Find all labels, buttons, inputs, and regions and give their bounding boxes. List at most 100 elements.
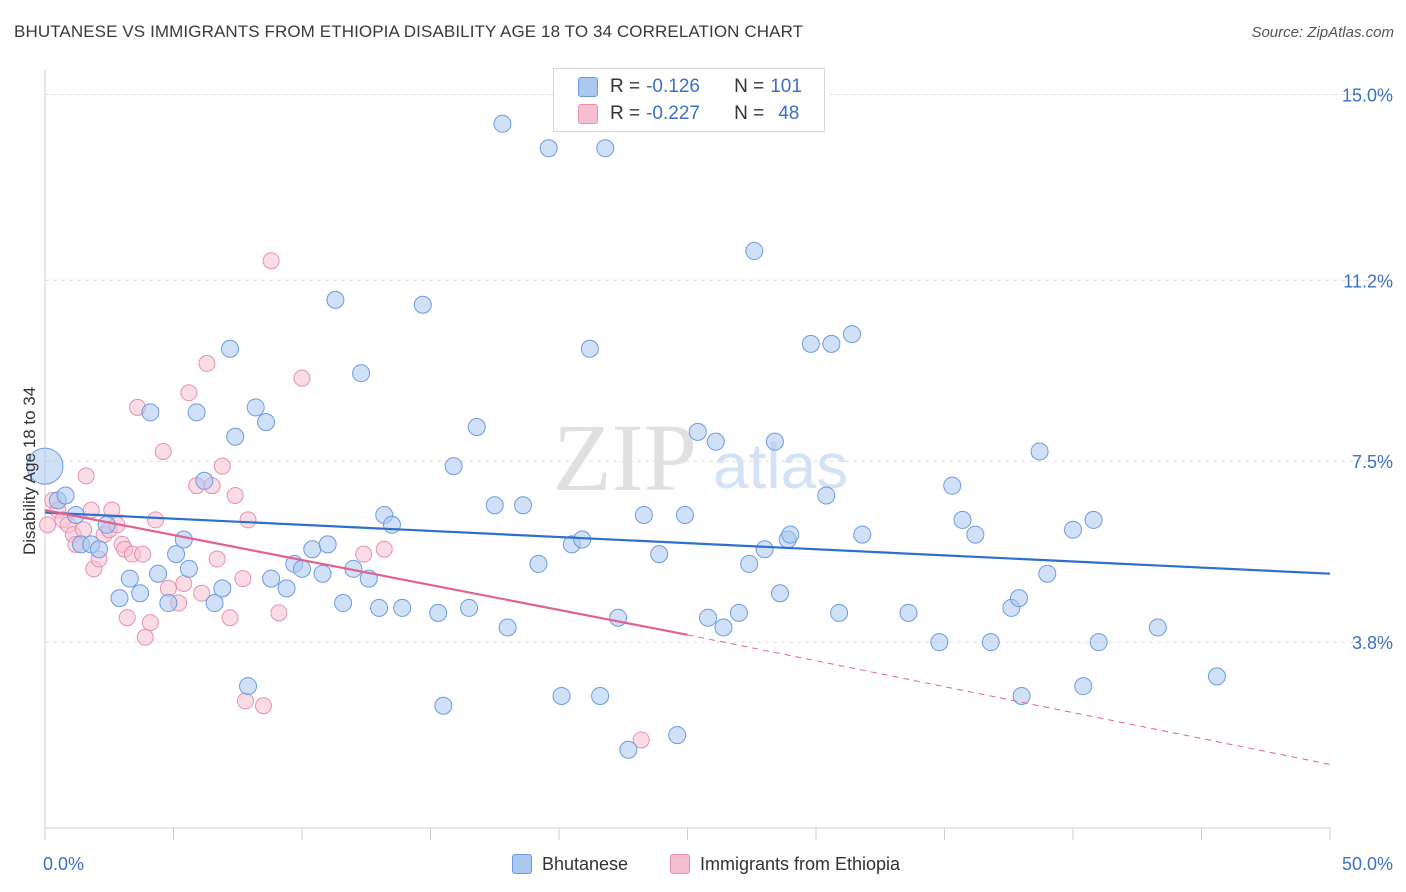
ethiopia-point	[193, 584, 211, 602]
tick-labels: 3.8% 7.5% 11.2% 15.0% 0.0% 50.0%	[43, 85, 1393, 874]
bhutanese-point	[187, 403, 206, 422]
bhutanese-point	[434, 696, 453, 715]
bhutanese-point	[1148, 618, 1167, 637]
bhutanese-point	[668, 726, 687, 745]
legend-n-value: 48	[778, 103, 800, 124]
bhutanese-point	[842, 325, 861, 344]
ethiopia-point	[147, 511, 165, 529]
bhutanese-point	[714, 618, 733, 637]
bhutanese-point	[195, 471, 214, 490]
bhutanese-point	[213, 579, 232, 598]
bhutanese-point	[382, 515, 401, 534]
bhutanese-point	[226, 427, 245, 446]
x-tick-label: 50.0%	[1342, 854, 1393, 874]
bhutanese-point	[771, 584, 790, 603]
bhutanese-point	[277, 579, 296, 598]
ethiopia-point	[77, 467, 95, 485]
bhutanese-point	[246, 398, 265, 417]
bhutanese-trend-line	[44, 511, 1331, 575]
ethiopia-point	[375, 540, 393, 558]
bhutanese-point	[352, 364, 371, 383]
ethiopia-point	[141, 614, 159, 632]
source-label: Source: ZipAtlas.com	[1251, 24, 1394, 41]
bhutanese-point	[120, 569, 139, 588]
bhutanese-point	[580, 339, 599, 358]
bhutanese-point	[370, 598, 389, 617]
y-axis-label: Disability Age 18 to 34	[20, 386, 39, 555]
bhutanese-point	[334, 594, 353, 613]
bhutanese-point	[498, 618, 517, 637]
bhutanese-point	[539, 139, 558, 158]
bhutanese-point	[729, 603, 748, 622]
watermark-zip: ZIP	[553, 404, 697, 511]
y-tick-label: 3.8%	[1352, 633, 1393, 653]
bhutanese-point	[529, 554, 548, 573]
bhutanese-point	[262, 569, 281, 588]
bottom-legend-ethiopia: Immigrants from Ethiopia	[670, 852, 900, 876]
bhutanese-point	[131, 584, 150, 603]
gridlines	[45, 93, 1392, 643]
bhutanese-point	[740, 554, 759, 573]
ethiopia-point	[75, 521, 93, 539]
legend-n-value: 101	[770, 76, 802, 97]
bhutanese-point	[755, 540, 774, 559]
y-tick-label: 15.0%	[1342, 85, 1393, 105]
bhutanese-point	[110, 589, 129, 608]
legend-row-ethiopia: R = -0.227 N = 48	[578, 101, 799, 127]
bhutanese-point	[318, 535, 337, 554]
bhutanese-point	[634, 506, 653, 525]
bhutanese-point	[460, 598, 479, 617]
bhutanese-point	[141, 403, 160, 422]
ethiopia-point	[180, 384, 198, 402]
bhutanese-point	[1012, 686, 1031, 705]
bottom-legend-swatch-blue	[512, 854, 532, 874]
bhutanese-point	[1010, 589, 1029, 608]
bhutanese-point	[822, 334, 841, 353]
ethiopia-point	[254, 697, 272, 715]
bhutanese-point	[293, 559, 311, 578]
bhutanese-point	[56, 486, 75, 505]
y-tick-label: 7.5%	[1352, 452, 1393, 472]
ethiopia-point	[226, 486, 244, 504]
bhutanese-point	[966, 525, 985, 544]
bottom-legend-bhutanese: Bhutanese	[512, 852, 628, 876]
bhutanese-point	[167, 545, 186, 564]
bhutanese-point	[801, 334, 820, 353]
bhutanese-point	[149, 564, 168, 583]
bhutanese-point	[179, 559, 198, 578]
ethiopia-trend-line	[44, 509, 688, 636]
bhutanese-point	[413, 295, 432, 314]
ethiopia-point	[213, 457, 231, 475]
bhutanese-point	[257, 413, 276, 432]
bhutanese-point	[485, 496, 504, 515]
bhutanese-point	[97, 515, 116, 534]
bhutanese-point	[675, 506, 694, 525]
bhutanese-point	[591, 686, 610, 705]
ethiopia-point	[118, 609, 136, 627]
legend-r-value: -0.227	[646, 103, 700, 124]
legend-r-label: R =	[610, 76, 641, 97]
bhutanese-point	[930, 633, 949, 652]
ethiopia-point	[293, 369, 311, 387]
bhutanese-point	[221, 339, 240, 358]
ethiopia-point	[632, 731, 650, 749]
bhutanese-point	[205, 594, 224, 613]
bhutanese-point	[159, 594, 178, 613]
bhutanese-point	[313, 564, 332, 583]
ethiopia-point	[236, 692, 254, 710]
legend-row-bhutanese: R = -0.126 N = 101	[578, 74, 802, 100]
trend-lines	[44, 509, 1331, 765]
bhutanese-point	[89, 540, 108, 559]
bhutanese-point	[552, 686, 571, 705]
bhutanese-point	[943, 476, 962, 495]
series-bhutanese-points	[26, 114, 1226, 759]
bhutanese-point	[650, 545, 669, 564]
ethiopia-point	[159, 579, 177, 597]
bhutanese-point	[830, 603, 849, 622]
ethiopia-point	[134, 545, 152, 563]
y-tick-label: 11.2%	[1343, 271, 1393, 291]
bhutanese-point	[745, 241, 764, 260]
bhutanese-point	[699, 608, 718, 627]
ethiopia-point	[355, 545, 373, 563]
